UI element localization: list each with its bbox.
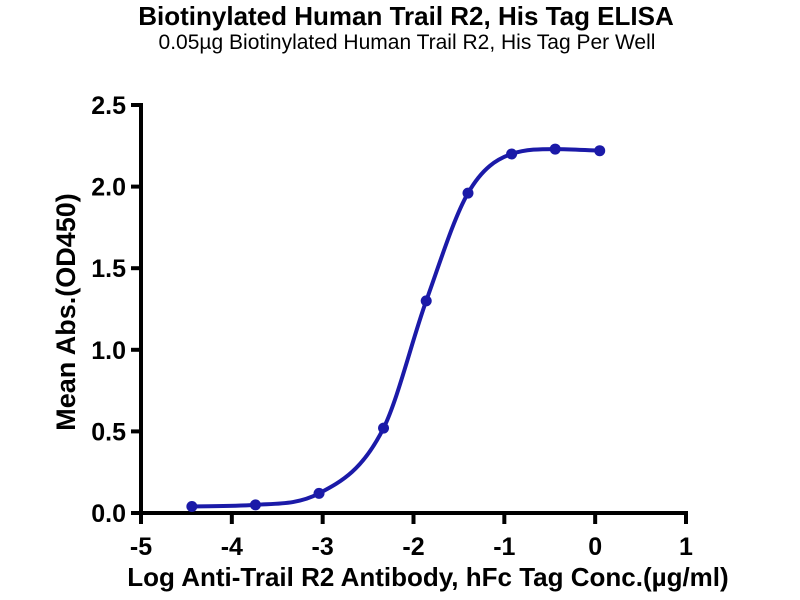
data-point (420, 295, 432, 307)
data-point (594, 145, 606, 157)
x-axis-label: Log Anti-Trail R2 Antibody, hFc Tag Conc… (127, 562, 729, 592)
data-point (378, 422, 390, 434)
y-tick-label: 0.0 (91, 500, 126, 528)
data-point (462, 187, 474, 199)
x-tick-label: -3 (312, 533, 334, 561)
chart-subtitle: 0.05µg Biotinylated Human Trail R2, His … (158, 31, 656, 54)
y-tick-label: 1.0 (91, 337, 126, 365)
y-tick-label: 2.5 (91, 92, 126, 120)
x-tick-label: -2 (402, 533, 424, 561)
x-tick-label: -1 (493, 533, 515, 561)
x-tick-label: -5 (130, 533, 152, 561)
chart-title: Biotinylated Human Trail R2, His Tag ELI… (138, 1, 674, 31)
x-tick-label: -4 (221, 533, 243, 561)
data-point (186, 500, 198, 512)
data-point (313, 487, 325, 499)
y-tick-label: 0.5 (91, 418, 126, 446)
y-tick-label: 1.5 (91, 255, 126, 283)
x-tick-label: 0 (588, 533, 602, 561)
x-tick-label: 1 (679, 533, 693, 561)
y-tick-label: 2.0 (91, 174, 126, 202)
fit-curve (189, 147, 602, 509)
data-point (549, 143, 561, 155)
data-point (506, 148, 518, 160)
data-point (249, 499, 261, 511)
